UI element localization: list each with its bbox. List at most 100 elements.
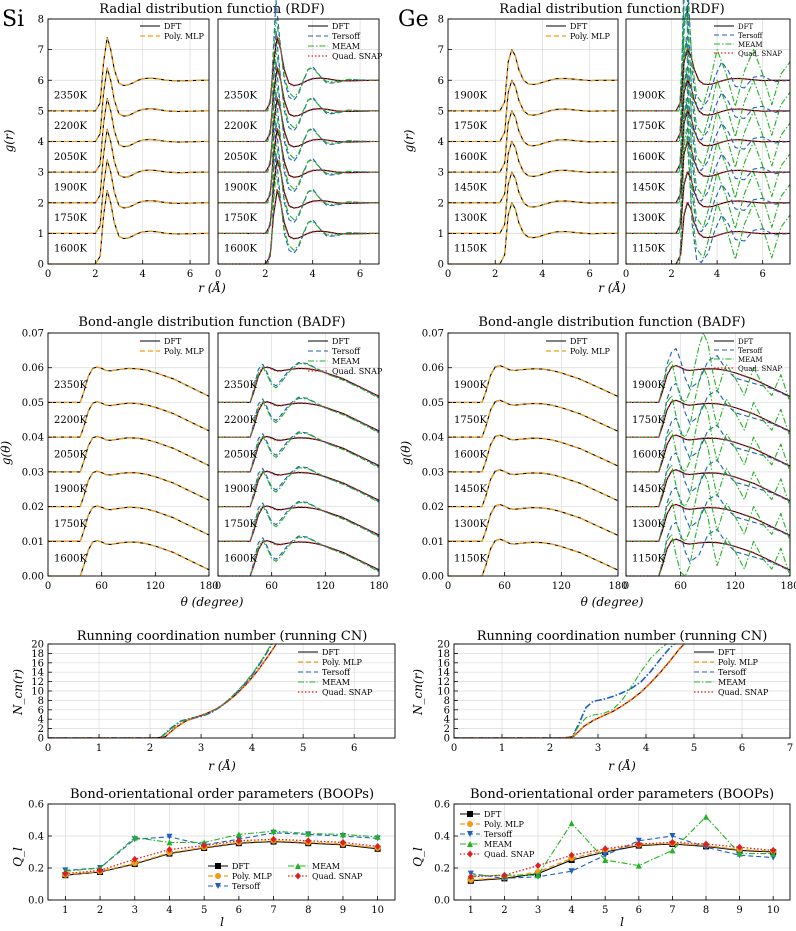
series-quad-snap-1900K: [218, 127, 379, 204]
legend-label-dft: DFT: [484, 810, 502, 819]
series-poly-mlp-1900K: [48, 129, 209, 204]
ge-cn-title: Running coordination number (running CN): [477, 629, 768, 644]
temperature-label-1450K: 1450K: [632, 484, 665, 495]
series-poly-mlp-1750K: [48, 505, 210, 542]
series-poly-mlp-1900K: [448, 364, 619, 404]
x-tick-label: 0: [45, 581, 51, 592]
legend-label-quad-snap: Quad. SNAP: [484, 850, 535, 859]
y-tick-label: 12: [31, 677, 44, 688]
x-tick-label: 5: [201, 905, 207, 916]
point-quad-snap-9: [339, 838, 346, 846]
point-quad-snap-2: [501, 871, 508, 879]
y-tick-label: 18: [437, 649, 450, 660]
series-meam-1150K: [626, 506, 791, 577]
x-tick-label: 180: [780, 581, 796, 592]
si-boop-title: Bond-orientational order parameters (BOO…: [70, 787, 374, 802]
series-poly-mlp-1600K: [448, 110, 618, 173]
x-tick-label: 1: [62, 905, 68, 916]
x-tick-label: 5: [691, 743, 697, 754]
series-poly-mlp-2350K: [48, 37, 209, 112]
series-dft-1300K: [626, 503, 791, 542]
series-quad-snap-1900K: [218, 470, 380, 508]
legend-marker-meam: [295, 863, 301, 869]
series-meam-1750K: [626, 367, 791, 438]
point-meam-8: [305, 830, 312, 837]
y-tick-label: 7: [438, 45, 444, 56]
y-tick-label: 20: [31, 640, 44, 651]
temperature-label-2200K: 2200K: [54, 121, 87, 132]
x-tick-label: 9: [736, 905, 742, 916]
temperature-label-1750K: 1750K: [454, 121, 487, 132]
series-poly-mlp-1300K: [448, 503, 619, 542]
plot-frame: [447, 332, 619, 577]
y-tick-label: 6: [444, 705, 450, 716]
si-rdf-xlabel: r (Å): [198, 280, 226, 295]
point-quad-snap-2: [97, 866, 104, 874]
x-tick-label: 2: [547, 743, 553, 754]
si-rdf-empirical-panel: 1600K 1750K 1900K 2050K 2200K 2350K 0 2 4 6 DFTTer…: [215, 0, 383, 280]
y-tick-label: 0.07: [22, 329, 44, 340]
temperature-label-1900K: 1900K: [54, 484, 87, 495]
y-tick-label: 4: [38, 137, 44, 148]
series-meam-1300K: [626, 471, 791, 542]
x-tick-label: 6: [351, 743, 357, 754]
y-tick-label: 0.05: [22, 398, 44, 409]
ge-badf-ylabel: g(θ): [399, 441, 413, 466]
y-tick-label: 0.0: [28, 896, 44, 907]
series-poly-mlp-2050K: [48, 98, 209, 173]
series-tersoff-1450K: [626, 452, 791, 508]
legend-label-tersoff: Tersoff: [718, 668, 747, 677]
temperature-label-1750K: 1750K: [224, 519, 257, 530]
x-tick-label: 1: [499, 743, 505, 754]
x-tick-label: 60: [498, 581, 511, 592]
legend-label-quad-snap: Quad. SNAP: [332, 367, 383, 376]
series-tersoff-2050K: [218, 431, 380, 473]
series-poly-mlp-2200K: [48, 401, 210, 438]
legend-label-meam: MEAM: [312, 862, 340, 871]
temperature-label-1300K: 1300K: [454, 519, 487, 530]
point-meam-3: [131, 834, 138, 841]
series-tersoff-1900K: [218, 466, 380, 508]
legend-label-tersoff: Tersoff: [232, 882, 261, 891]
y-tick-label: 0.04: [22, 433, 44, 444]
x-tick-label: 60: [265, 581, 278, 592]
temperature-label-1900K: 1900K: [224, 182, 257, 193]
series-quad-snap-1750K: [218, 505, 380, 542]
x-tick-label: 0: [45, 269, 51, 280]
x-tick-label: 6: [357, 269, 363, 280]
series-meam-1600K: [626, 401, 791, 473]
ge-rdf-panel: 1150K 1300K 1450K 1600K 1750K 1900K 0 2 4 6 0 1 2 3 4 5…: [438, 15, 619, 280]
series-quad-snap-1900K: [626, 47, 790, 112]
y-tick-label: 0.01: [422, 537, 444, 548]
y-tick-label: 2: [444, 724, 450, 735]
series-poly-mlp-1450K: [448, 141, 618, 204]
series-meam-2050K: [218, 79, 379, 173]
x-tick-label: 4: [310, 269, 316, 280]
series-poly-mlp-1600K: [448, 434, 619, 473]
series-tersoff-2350K: [218, 361, 380, 403]
series-group: [454, 644, 686, 738]
y-tick-label: 0.01: [22, 537, 44, 548]
x-tick-label: 5: [602, 905, 608, 916]
x-tick-label: 0: [445, 581, 451, 592]
point-meam-9: [339, 831, 346, 838]
series-meam-2200K: [218, 397, 380, 438]
point-tersoff-7: [669, 833, 676, 839]
temperature-label-1450K: 1450K: [632, 182, 665, 193]
series-meam-2350K: [218, 18, 379, 112]
series-tersoff-2200K: [218, 396, 380, 438]
temperature-label-1600K: 1600K: [224, 554, 257, 565]
x-tick-label: 6: [759, 269, 765, 280]
series-quad-snap-1300K: [626, 169, 790, 235]
y-tick-label: 0.06: [422, 363, 444, 374]
legend-label-dft: DFT: [332, 22, 350, 31]
x-tick-label: 7: [787, 743, 793, 754]
x-tick-label: 0: [623, 581, 629, 592]
x-tick-label: 2: [92, 269, 98, 280]
x-tick-label: 9: [340, 905, 346, 916]
series-meam-1750K: [218, 501, 380, 542]
